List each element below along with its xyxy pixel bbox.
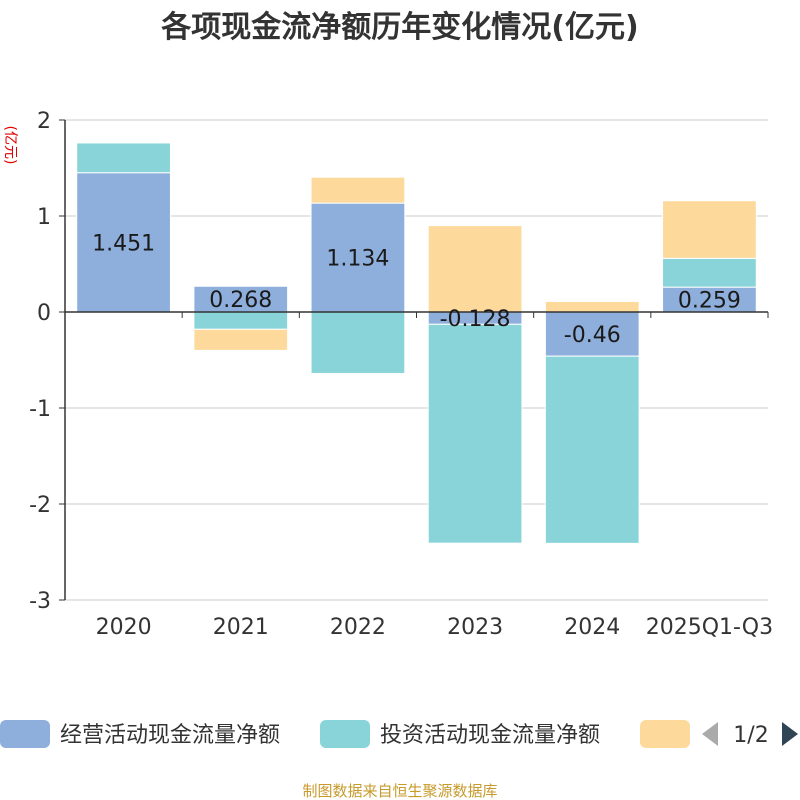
bar-2020-series-0[interactable] — [76, 172, 171, 313]
bar-2020-series-1[interactable] — [76, 142, 171, 174]
legend-label-0[interactable]: 经营活动现金流量净额 — [60, 723, 280, 748]
legend-page-indicator: 1/2 — [733, 723, 768, 748]
bar-2022-series-2[interactable] — [310, 176, 406, 204]
y-tick-labels: 2 1 0 -1 -2 -3 — [29, 109, 51, 614]
legend-label-1[interactable]: 投资活动现金流量净额 — [380, 723, 600, 748]
y-tick-label: -2 — [29, 493, 51, 518]
y-tick-label: -3 — [29, 589, 51, 614]
y-tick-label: -1 — [29, 397, 51, 422]
x-tick-label: 2021 — [213, 615, 269, 640]
legend-swatch-0[interactable] — [0, 720, 50, 748]
x-tick-labels: 2020 2021 2022 2023 2024 2025Q1-Q3 — [96, 615, 774, 640]
bar-2023-series-1[interactable] — [427, 323, 523, 544]
grid-lines — [59, 119, 768, 601]
bar-2023-series-2[interactable] — [427, 225, 523, 313]
x-tick-label: 2024 — [564, 615, 620, 640]
x-tick-label: 2022 — [330, 615, 386, 640]
legend-swatch-2[interactable] — [640, 720, 690, 748]
data-labels: 1.451 0.268 1.134 -0.128 -0.46 0.259 — [92, 231, 741, 348]
bar-2024-series-0[interactable] — [544, 311, 640, 357]
y-tick-label: 1 — [37, 205, 51, 230]
bar-2025Q1-Q3-series-2[interactable] — [662, 200, 757, 259]
bar-2024-series-1[interactable] — [544, 355, 640, 544]
bar-2024-series-2[interactable] — [544, 300, 640, 313]
bar-2022-series-1[interactable] — [310, 311, 406, 374]
data-label-2021: 0.268 — [209, 288, 272, 313]
bar-2021-series-1[interactable] — [193, 311, 289, 330]
bar-2021-series-0[interactable] — [193, 285, 289, 313]
x-tick-label: 2023 — [447, 615, 503, 640]
bar-2025Q1-Q3-series-0[interactable] — [662, 286, 757, 313]
source-note: 制图数据来自恒生聚源数据库 — [302, 782, 497, 800]
chart-title: 各项现金流净额历年变化情况(亿元) — [160, 10, 638, 45]
data-label-2024: -0.46 — [564, 323, 621, 348]
x-tick-label: 2020 — [96, 615, 152, 640]
bar-2022-series-0[interactable] — [310, 202, 406, 313]
x-tick-label: 2025Q1-Q3 — [646, 615, 773, 640]
legend-prev-page-icon[interactable] — [702, 722, 718, 746]
y-tick-label: 2 — [37, 109, 51, 134]
data-label-2020: 1.451 — [92, 231, 155, 256]
y-axis-unit-label: (亿元) — [2, 126, 18, 165]
legend-next-page-icon[interactable] — [782, 722, 798, 746]
y-tick-label: 0 — [37, 301, 51, 326]
data-label-2023: -0.128 — [440, 307, 511, 332]
bar-2025Q1-Q3-series-1[interactable] — [662, 257, 757, 288]
legend-swatch-1[interactable] — [320, 720, 370, 748]
bar-2021-series-2[interactable] — [193, 328, 289, 351]
data-label-2022: 1.134 — [326, 247, 389, 272]
axes — [64, 120, 769, 600]
legend: 经营活动现金流量净额 投资活动现金流量净额 1/2 — [0, 720, 798, 748]
bars — [76, 142, 757, 544]
data-label-2025Q1-Q3: 0.259 — [678, 289, 741, 314]
